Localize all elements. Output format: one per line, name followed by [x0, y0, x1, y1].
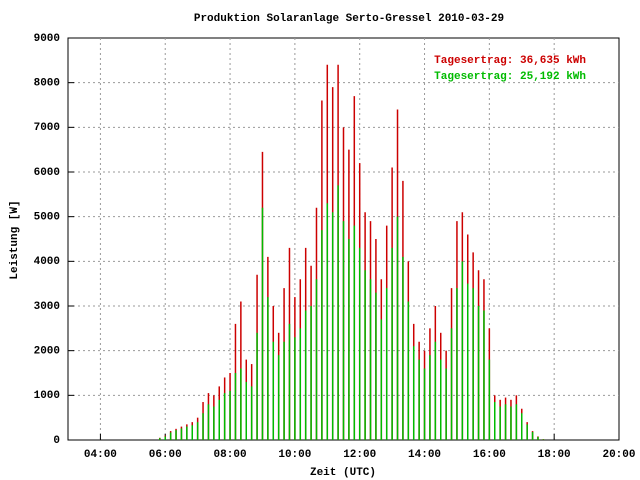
- x-tick-label: 12:00: [343, 449, 376, 461]
- y-tick-label: 1000: [34, 390, 60, 402]
- x-tick-label: 16:00: [473, 449, 506, 461]
- x-tick-label: 18:00: [538, 449, 571, 461]
- y-tick-label: 4000: [34, 256, 60, 268]
- y-tick-label: 5000: [34, 212, 60, 224]
- y-tick-label: 3000: [34, 301, 60, 313]
- x-tick-label: 06:00: [149, 449, 182, 461]
- chart-title: Produktion Solaranlage Serto-Gressel 201…: [194, 13, 504, 25]
- annotation: Tagesertrag: 36,635 kWh: [434, 55, 586, 67]
- y-tick-label: 8000: [34, 78, 60, 90]
- x-tick-label: 08:00: [214, 449, 247, 461]
- y-tick-label: 6000: [34, 167, 60, 179]
- y-axis-label: Leistung [W]: [9, 200, 21, 279]
- y-tick-label: 2000: [34, 346, 60, 358]
- x-tick-label: 10:00: [278, 449, 311, 461]
- annotation: Tagesertrag: 25,192 kWh: [434, 71, 586, 83]
- y-tick-label: 7000: [34, 122, 60, 134]
- x-tick-label: 20:00: [602, 449, 635, 461]
- x-tick-label: 04:00: [84, 449, 117, 461]
- y-tick-label: 9000: [34, 33, 60, 45]
- x-tick-label: 14:00: [408, 449, 441, 461]
- x-axis-label: Zeit (UTC): [310, 467, 376, 479]
- y-tick-label: 0: [53, 435, 60, 447]
